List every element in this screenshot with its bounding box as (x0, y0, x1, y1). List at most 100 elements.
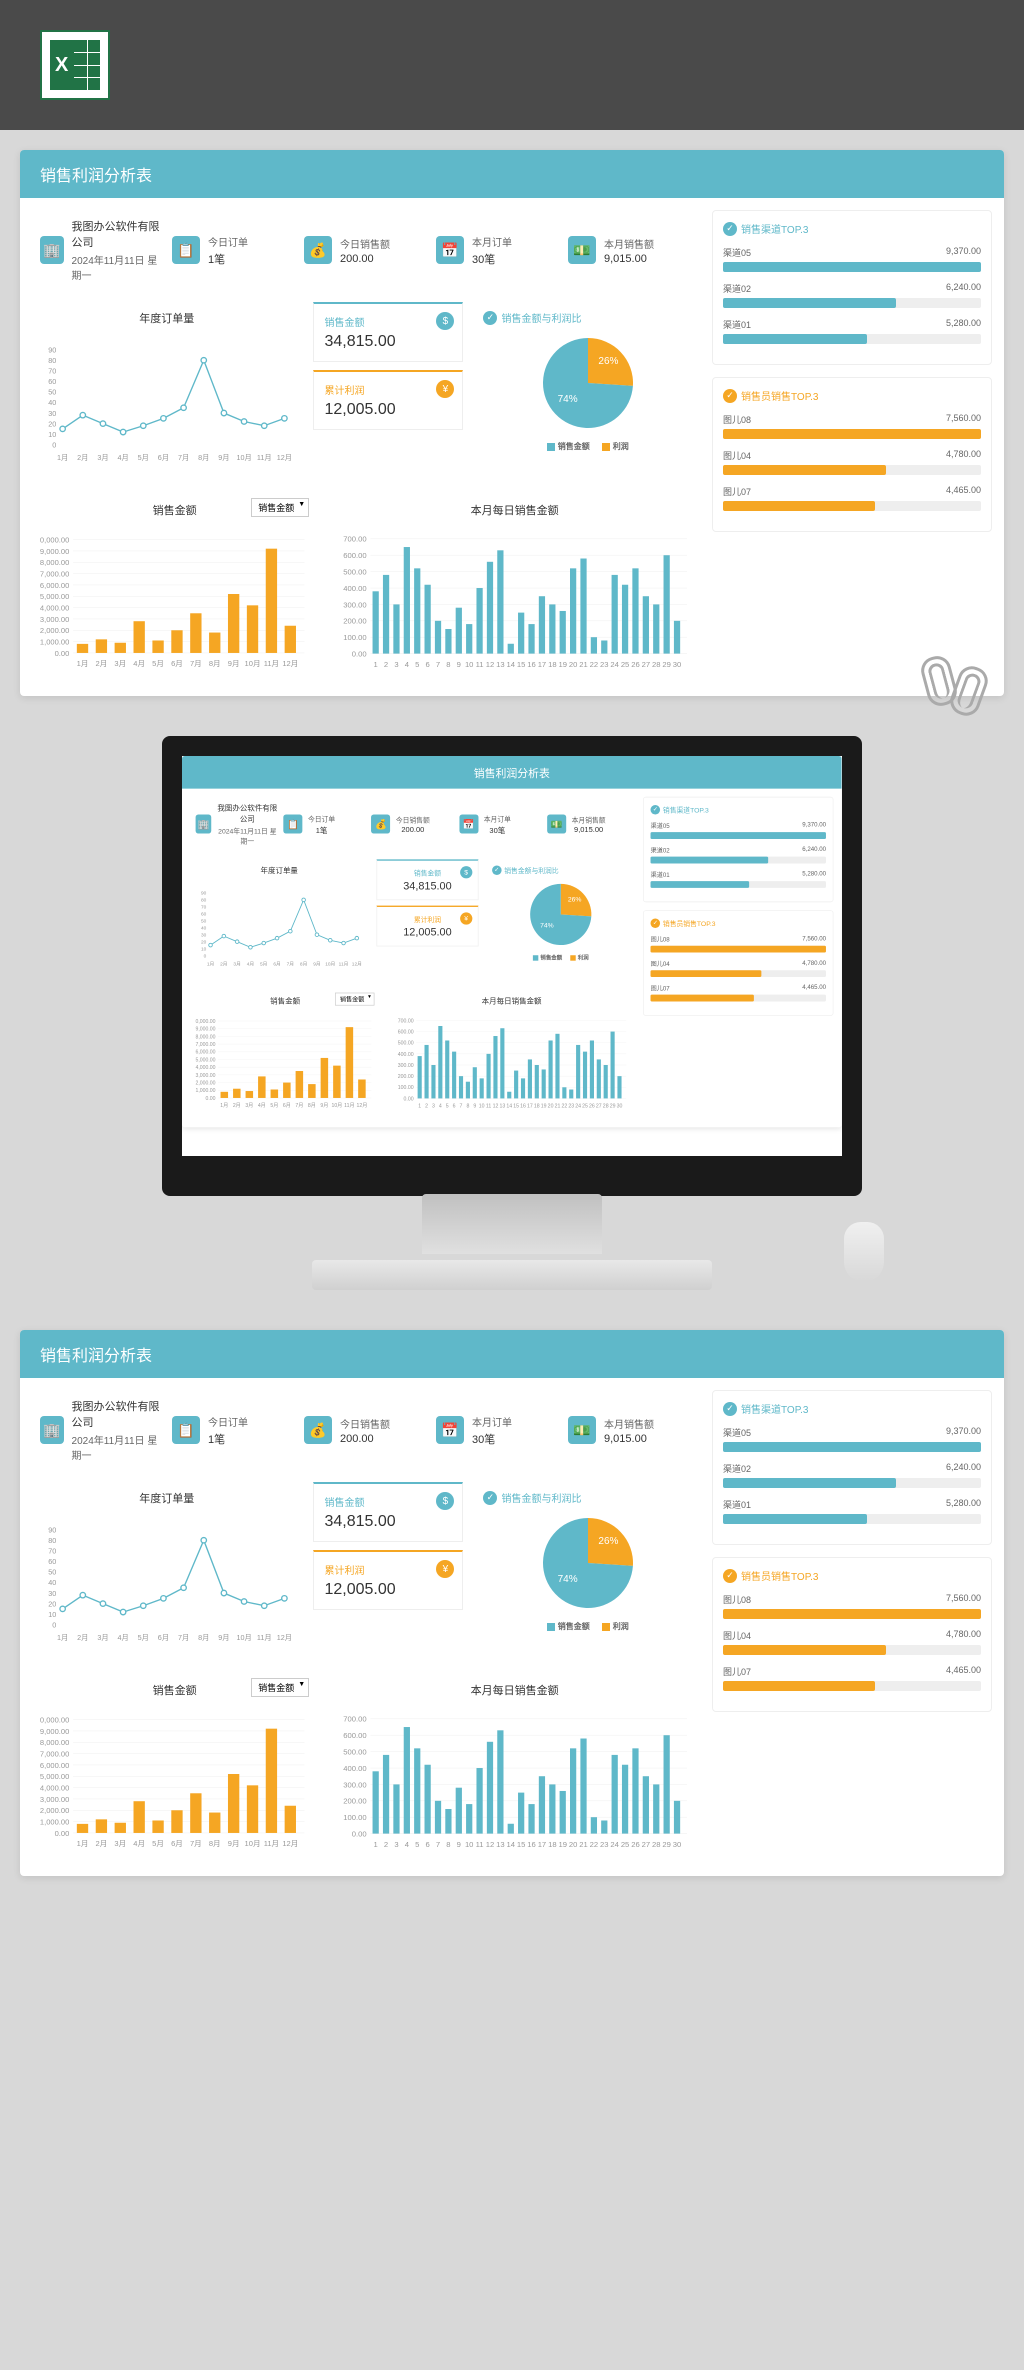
svg-text:2月: 2月 (77, 1633, 88, 1642)
svg-text:16: 16 (528, 660, 537, 669)
svg-text:25: 25 (582, 1104, 588, 1110)
svg-text:11月: 11月 (257, 1633, 272, 1642)
stat-month-sales: 💵 本月销售额 9,015.00 (547, 802, 629, 846)
dashboard-title: 销售利润分析表 (20, 1330, 1004, 1378)
svg-text:8月: 8月 (308, 1102, 316, 1109)
stat-month-orders: 📅 本月订单 30笔 (436, 218, 560, 282)
bar-yellow-box: 销售金额 销售金额 0.001,000.002,000.003,000.004,… (32, 494, 317, 684)
svg-text:9月: 9月 (313, 962, 320, 968)
top-item: 渠道059,370.00 (723, 1426, 981, 1452)
svg-text:700.00: 700.00 (343, 1715, 366, 1724)
svg-text:9月: 9月 (228, 659, 240, 668)
svg-text:9月: 9月 (320, 1102, 328, 1109)
stats-row: 🏢 我图办公软件有限公司 2024年11月11日 星期一 📋 今日订单 1笔 💰 (32, 210, 700, 290)
dashboard-title: 销售利润分析表 (182, 756, 842, 789)
svg-text:16: 16 (520, 1104, 526, 1110)
monitor-mockup: 销售利润分析表 🏢 我图办公软件有限公司 2024年11月11日 星期一 📋 今… (20, 736, 1004, 1290)
svg-text:3: 3 (432, 1104, 435, 1110)
svg-text:10月: 10月 (236, 453, 251, 462)
pie-legend: 销售金额 利润 (492, 954, 630, 961)
svg-text:13: 13 (496, 1840, 505, 1849)
svg-text:14: 14 (507, 660, 516, 669)
svg-text:7,000.00: 7,000.00 (196, 1042, 216, 1048)
top-item: 渠道059,370.00 (723, 246, 981, 272)
svg-text:80: 80 (48, 1536, 56, 1545)
svg-text:8,000.00: 8,000.00 (40, 558, 69, 567)
svg-text:15: 15 (517, 660, 526, 669)
svg-text:12: 12 (486, 660, 495, 669)
svg-text:25: 25 (621, 1840, 630, 1849)
calendar-icon: 📅 (436, 236, 464, 264)
svg-text:6,000.00: 6,000.00 (196, 1050, 216, 1056)
svg-text:40: 40 (48, 398, 56, 407)
svg-text:2,000.00: 2,000.00 (196, 1080, 216, 1086)
svg-text:15: 15 (513, 1104, 519, 1110)
svg-text:0.00: 0.00 (55, 649, 70, 658)
svg-text:8,000.00: 8,000.00 (40, 1738, 69, 1747)
stat-today-orders: 📋 今日订单 1笔 (283, 802, 365, 846)
svg-text:5: 5 (415, 1840, 419, 1849)
svg-text:1月: 1月 (220, 1102, 228, 1109)
dashboard: 销售利润分析表 🏢 我图办公软件有限公司 2024年11月11日 星期一 📋 今… (20, 150, 1004, 696)
top-item: 图儿087,560.00 (723, 413, 981, 439)
top-sales-card: 销售员销售TOP.3 图儿087,560.00 图儿044,780.00 图儿0… (712, 377, 992, 532)
bar-yellow-chart: 0.001,000.002,000.003,000.004,000.005,00… (196, 1012, 375, 1114)
svg-text:26%: 26% (598, 356, 618, 367)
svg-text:12月: 12月 (282, 659, 298, 668)
svg-text:24: 24 (611, 660, 620, 669)
svg-text:26: 26 (589, 1104, 595, 1110)
svg-text:2月: 2月 (233, 1102, 241, 1109)
stat-company: 🏢 我图办公软件有限公司 2024年11月11日 星期一 (40, 1398, 164, 1462)
top-sales-card: 销售员销售TOP.3 图儿087,560.00 图儿044,780.00 图儿0… (643, 910, 833, 1015)
svg-text:4月: 4月 (117, 453, 128, 462)
svg-text:40: 40 (48, 1578, 56, 1587)
svg-text:3月: 3月 (114, 1839, 126, 1848)
svg-text:11月: 11月 (264, 659, 279, 668)
svg-text:12月: 12月 (277, 1633, 292, 1642)
svg-text:700.00: 700.00 (398, 1018, 414, 1024)
svg-text:28: 28 (603, 1104, 609, 1110)
pie-legend: 销售金额 利润 (483, 1621, 692, 1632)
chart-dropdown[interactable]: 销售金额 (335, 993, 374, 1006)
bar-blue-chart: 0.00100.00200.00300.00400.00500.00600.00… (394, 1012, 630, 1114)
bar-yellow-box: 销售金额 销售金额 0.001,000.002,000.003,000.004,… (190, 990, 380, 1119)
svg-text:500.00: 500.00 (398, 1041, 414, 1047)
stat-today-orders: 📋 今日订单 1笔 (172, 218, 296, 282)
svg-text:15: 15 (517, 1840, 526, 1849)
svg-text:17: 17 (538, 660, 547, 669)
stats-row: 🏢 我图办公软件有限公司 2024年11月11日 星期一 📋 今日订单 1笔 💰 (32, 1390, 700, 1470)
svg-text:4月: 4月 (258, 1102, 266, 1109)
chart-dropdown[interactable]: 销售金额 (251, 1678, 309, 1697)
svg-text:300.00: 300.00 (343, 600, 366, 609)
svg-text:28: 28 (652, 660, 661, 669)
summary-profit: ¥ 累计利润 12,005.00 (376, 906, 478, 947)
svg-text:500.00: 500.00 (343, 1747, 366, 1756)
svg-text:16: 16 (528, 1840, 537, 1849)
svg-text:30: 30 (48, 1589, 56, 1598)
svg-text:60: 60 (48, 377, 56, 386)
svg-text:9月: 9月 (228, 1839, 240, 1848)
pie-chart-box: 销售金额与利润比 26%74% 销售金额 利润 (475, 1482, 700, 1662)
dollar-icon: $ (460, 866, 472, 878)
svg-text:50: 50 (48, 388, 56, 397)
svg-text:7月: 7月 (287, 962, 294, 968)
top-item: 渠道015,280.00 (723, 1498, 981, 1524)
svg-text:6月: 6月 (283, 1102, 291, 1109)
svg-text:5月: 5月 (260, 962, 267, 968)
svg-text:9: 9 (457, 1840, 461, 1849)
svg-text:0: 0 (52, 1620, 56, 1629)
svg-text:11月: 11月 (344, 1102, 354, 1109)
svg-text:1,000.00: 1,000.00 (40, 637, 69, 646)
top-item: 图儿044,780.00 (651, 959, 826, 977)
stat-company: 🏢 我图办公软件有限公司 2024年11月11日 星期一 (40, 218, 164, 282)
chart-dropdown[interactable]: 销售金额 (251, 498, 309, 517)
svg-text:400.00: 400.00 (343, 1764, 366, 1773)
svg-text:11: 11 (476, 660, 484, 669)
svg-text:23: 23 (569, 1104, 575, 1110)
svg-text:23: 23 (600, 660, 609, 669)
money-icon: 💵 (547, 814, 566, 833)
stat-month-sales: 💵 本月销售额 9,015.00 (568, 1398, 692, 1462)
svg-text:74%: 74% (540, 922, 554, 929)
keyboard (312, 1260, 712, 1290)
top-item: 图儿087,560.00 (651, 935, 826, 953)
